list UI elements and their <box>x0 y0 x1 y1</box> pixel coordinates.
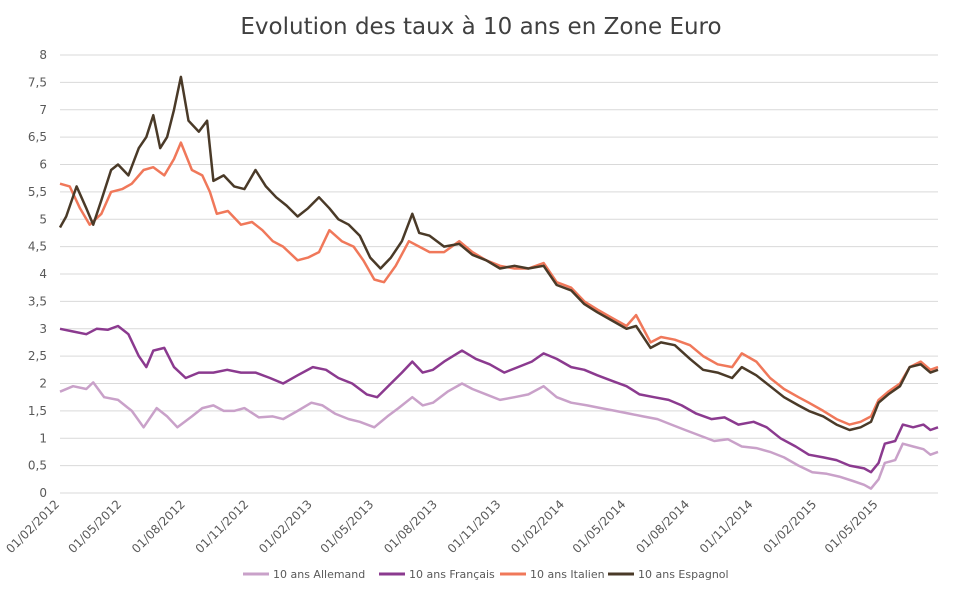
x-tick-label: 01/02/2012 <box>3 497 62 556</box>
y-tick-label: 8 <box>39 48 47 62</box>
y-tick-label: 5,5 <box>28 185 47 199</box>
y-tick-label: 3 <box>39 322 47 336</box>
y-tick-label: 6 <box>39 158 47 172</box>
y-tick-label: 7 <box>39 103 47 117</box>
y-tick-label: 4 <box>39 267 47 281</box>
legend: 10 ans Allemand 10 ans Français 10 ans Ita… <box>243 568 729 581</box>
x-tick-label: 01/08/2014 <box>633 497 692 556</box>
y-axis: 0 0,5 1 1,5 2 2,5 3 3,5 4 4,5 5 5,5 6 6,5 7 7,5 8 <box>28 48 47 500</box>
y-tick-label: 2,5 <box>28 349 47 363</box>
x-tick-label: 01/11/2014 <box>697 497 756 556</box>
gridlines <box>60 54 938 494</box>
x-tick-label: 01/02/2014 <box>508 497 567 556</box>
x-tick-label: 01/08/2013 <box>381 497 440 556</box>
series-line <box>59 141 939 426</box>
series-line <box>59 324 939 474</box>
chart-title: Evolution des taux à 10 ans en Zone Euro <box>240 14 721 40</box>
x-tick-label: 01/05/2012 <box>65 497 124 556</box>
y-tick-label: 0,5 <box>28 459 47 473</box>
y-tick-label: 5 <box>39 212 47 226</box>
y-tick-label: 7,5 <box>28 75 47 89</box>
y-tick-label: 1,5 <box>28 404 47 418</box>
series-line <box>58 75 939 432</box>
x-tick-label: 01/05/2015 <box>822 497 881 556</box>
x-tick-label: 01/11/2013 <box>445 497 504 556</box>
y-tick-label: 3,5 <box>28 294 47 308</box>
y-tick-label: 4,5 <box>28 240 47 254</box>
legend-label: 10 ans Italien <box>530 568 605 581</box>
y-tick-label: 0 <box>39 486 47 500</box>
x-tick-label: 01/05/2014 <box>570 497 629 556</box>
y-tick-label: 6,5 <box>28 130 47 144</box>
legend-label: 10 ans Français <box>409 568 495 581</box>
x-tick-label: 01/11/2012 <box>193 497 252 556</box>
y-tick-label: 1 <box>39 431 47 445</box>
x-tick-label: 01/02/2015 <box>760 497 819 556</box>
legend-label: 10 ans Allemand <box>273 568 365 581</box>
x-tick-label: 01/02/2013 <box>256 497 315 556</box>
y-tick-label: 2 <box>39 377 47 391</box>
x-tick-label: 01/05/2013 <box>318 497 377 556</box>
series-lines <box>58 75 939 490</box>
series-line <box>59 381 939 490</box>
legend-label: 10 ans Espagnol <box>638 568 729 581</box>
x-tick-label: 01/08/2012 <box>129 497 188 556</box>
x-axis: 01/02/2012 01/05/2012 01/08/2012 01/11/2012… <box>3 497 880 556</box>
